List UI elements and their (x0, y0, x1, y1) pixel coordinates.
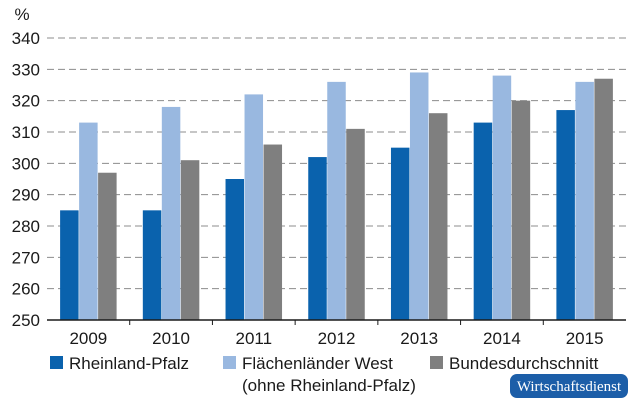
legend: Rheinland-Pfalz Flächenländer West (ohne R… (50, 354, 599, 395)
y-tick-label: 310 (12, 123, 40, 142)
legend-swatch-1 (50, 356, 63, 369)
bar-2010-series-3 (180, 160, 200, 320)
y-tick-label: 290 (12, 186, 40, 205)
legend-label-2: Flächenländer West (242, 354, 393, 373)
bar-2011-series-3 (263, 144, 283, 320)
x-tick-label: 2011 (236, 329, 273, 348)
y-tick-label: 300 (12, 154, 40, 173)
y-tick-label: 260 (12, 280, 40, 299)
x-tick-label: 2013 (400, 329, 438, 348)
bar-2009-series-2 (79, 122, 98, 320)
bar-2010-series-2 (161, 106, 181, 320)
bar-2013-series-2 (409, 72, 429, 320)
bar-2015-series-2 (575, 81, 594, 320)
brand-badge: Wirtschaftsdienst (510, 374, 628, 398)
bar-2014-series-1 (473, 122, 493, 320)
x-tick-label: 2012 (318, 329, 356, 348)
x-axis: 2009 2010 2011 2012 2013 2014 2015 (47, 319, 626, 348)
bar-2010-series-1 (142, 210, 162, 320)
legend-label-3: Bundesdurchschnitt (449, 354, 599, 373)
legend-swatch-2 (223, 356, 236, 369)
y-axis-unit: % (14, 5, 29, 24)
y-tick-label: 320 (12, 92, 40, 111)
y-tick-label: 330 (12, 60, 40, 79)
legend-label-1: Rheinland-Pfalz (69, 354, 189, 373)
bar-2009-series-3 (98, 172, 117, 320)
bar-2015-series-1 (556, 110, 575, 320)
bar-2009-series-1 (60, 210, 79, 320)
y-tick-label: 250 (12, 311, 40, 330)
y-tick-label: 270 (12, 248, 40, 267)
bars (60, 72, 613, 321)
bar-2012-series-3 (346, 128, 365, 320)
bar-2015-series-3 (594, 78, 613, 320)
bar-2011-series-2 (244, 94, 264, 321)
x-tick-label: 2015 (566, 329, 604, 348)
legend-label-2-line2: (ohne Rheinland-Pfalz) (242, 376, 416, 395)
x-tick-label: 2014 (483, 329, 521, 348)
bar-2013-series-1 (390, 147, 410, 320)
bar-2013-series-3 (428, 113, 448, 320)
legend-swatch-3 (430, 356, 443, 369)
y-tick-label: 280 (12, 217, 40, 236)
bar-2011-series-1 (225, 179, 245, 320)
bar-2012-series-2 (327, 81, 346, 320)
y-tick-label: 340 (12, 29, 40, 48)
brand-badge-background (510, 374, 628, 398)
bar-2014-series-3 (511, 100, 531, 321)
y-axis: 250 260 270 280 290 300 310 320 330 340 (12, 29, 40, 330)
brand-label: Wirtschaftsdienst (517, 379, 622, 395)
x-tick-label: 2010 (152, 329, 190, 348)
bar-2014-series-2 (492, 75, 512, 320)
bar-2012-series-1 (308, 157, 327, 320)
x-tick-label: 2009 (69, 329, 107, 348)
